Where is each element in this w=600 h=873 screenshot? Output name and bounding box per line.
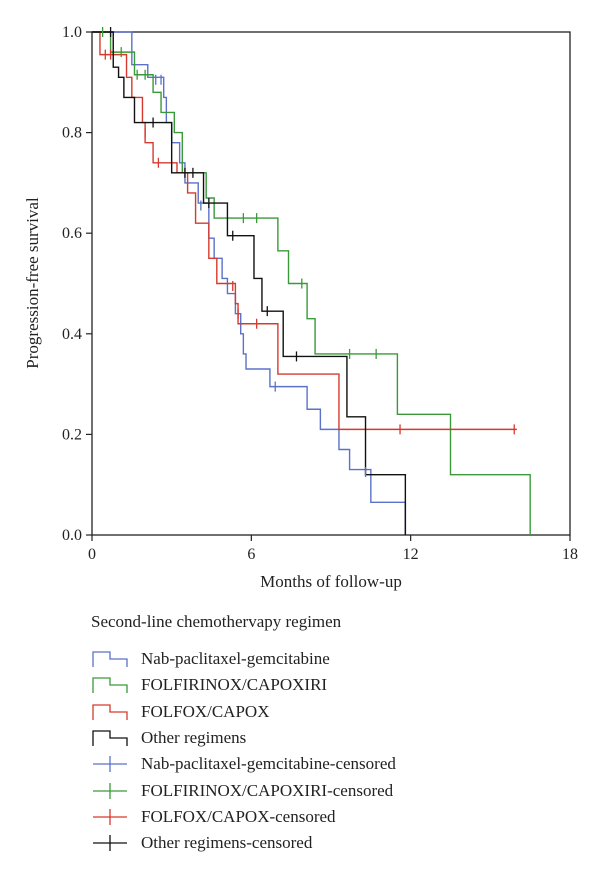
plot-frame bbox=[91, 31, 571, 536]
series-line bbox=[92, 31, 407, 535]
y-tick-label: 0.6 bbox=[62, 225, 82, 242]
x-tick-label: 6 bbox=[247, 546, 255, 563]
legend-entry: Nab-paclitaxel-gemcitabine bbox=[91, 646, 591, 672]
legend-label: FOLFIRINOX/CAPOXIRI bbox=[141, 675, 328, 695]
legend-label: FOLFIRINOX/CAPOXIRI-censored bbox=[141, 780, 394, 800]
legend-step-swatch bbox=[92, 704, 128, 720]
y-tick-label: 1.0 bbox=[62, 24, 82, 41]
legend-label: FOLFOX/CAPOX-censored bbox=[141, 806, 336, 826]
y-tick-label: 0.0 bbox=[62, 527, 82, 544]
x-tick-label: 18 bbox=[562, 546, 578, 563]
legend: Second-line chemothervapy regimen Nab-pa… bbox=[91, 612, 591, 856]
legend-label: Other regimens bbox=[141, 728, 247, 748]
x-axis-label: Months of follow-up bbox=[260, 572, 402, 591]
series-line bbox=[92, 31, 407, 535]
legend-label: Nab-paclitaxel-gemcitabine bbox=[141, 649, 330, 669]
legend-step-swatch bbox=[92, 651, 128, 668]
legend-entry: FOLFOX/CAPOX bbox=[91, 699, 591, 725]
axes: 0 6 12 18 0.0 0.2 0.4 0.6 0.8 1.0 bbox=[62, 24, 578, 563]
legend-label: Other regimens-censored bbox=[141, 833, 313, 853]
y-tick-label: 0.2 bbox=[62, 426, 82, 443]
censor-marks-group bbox=[101, 27, 515, 478]
x-tick-label: 12 bbox=[403, 546, 419, 563]
legend-entry: FOLFOX/CAPOX-censored bbox=[91, 804, 591, 830]
legend-items: Nab-paclitaxel-gemcitabine FOLFIRINOX/CAP… bbox=[91, 646, 591, 856]
legend-entry: FOLFIRINOX/CAPOXIRI-censored bbox=[91, 777, 591, 803]
series-group bbox=[92, 31, 531, 535]
legend-label: Nab-paclitaxel-gemcitabine-censored bbox=[141, 754, 396, 774]
legend-censor-swatch bbox=[93, 808, 127, 825]
legend-entry: Other regimens-censored bbox=[91, 830, 591, 856]
legend-entry: Other regimens bbox=[91, 725, 591, 751]
legend-entry: FOLFIRINOX/CAPOXIRI bbox=[91, 672, 591, 698]
series-line bbox=[92, 31, 517, 431]
legend-censor-swatch bbox=[93, 835, 127, 852]
legend-step-swatch bbox=[92, 730, 128, 747]
y-tick-label: 0.4 bbox=[62, 326, 82, 343]
survival-chart: 0 6 12 18 0.0 0.2 0.4 0.6 0.8 1.0 Months of follo… bbox=[23, 24, 578, 591]
legend-step-swatch bbox=[92, 677, 128, 694]
legend-censor-swatch bbox=[93, 782, 127, 799]
legend-censor-swatch bbox=[93, 756, 127, 773]
legend-label: FOLFOX/CAPOX bbox=[141, 701, 270, 721]
series-line bbox=[92, 31, 531, 535]
y-tick-label: 0.8 bbox=[62, 125, 82, 142]
legend-title: Second-line chemothervapy regimen bbox=[91, 612, 342, 631]
y-axis-label: Progression-free survival bbox=[23, 197, 42, 369]
legend-entry: Nab-paclitaxel-gemcitabine-censored bbox=[91, 751, 591, 777]
x-tick-label: 0 bbox=[88, 546, 96, 563]
